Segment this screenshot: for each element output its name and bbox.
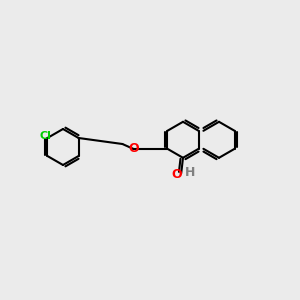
Text: O: O [172, 168, 182, 181]
Text: O: O [128, 142, 139, 155]
Text: H: H [184, 166, 195, 179]
Text: Cl: Cl [40, 130, 52, 141]
